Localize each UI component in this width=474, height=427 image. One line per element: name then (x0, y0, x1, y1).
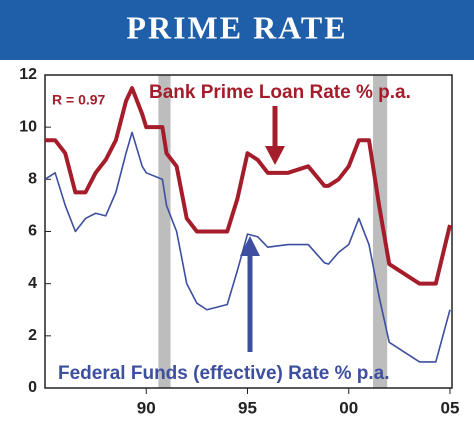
x-tick-label: 95 (238, 398, 257, 417)
recession-band (373, 75, 388, 388)
y-tick-label: 0 (28, 379, 37, 396)
y-tick-label: 8 (28, 171, 37, 188)
chart-title: PRIME RATE (126, 9, 347, 45)
series-line (45, 86, 452, 286)
y-tick-label: 4 (28, 275, 37, 292)
series-label: Federal Funds (effective) Rate % p.a. (58, 363, 390, 384)
x-tick-label: 90 (137, 398, 156, 417)
series-label: Bank Prime Loan Rate % p.a. (149, 82, 411, 103)
y-tick-label: 12 (19, 66, 37, 83)
arrow-head (265, 146, 285, 165)
x-tick-label: 05 (441, 398, 460, 417)
arrow-head (240, 236, 260, 256)
series-line (44, 131, 451, 363)
y-tick-label: 6 (28, 223, 37, 240)
annotation: R = 0.97 (52, 92, 106, 108)
recession-band (158, 75, 171, 388)
title-banner (0, 0, 474, 60)
y-tick-label: 2 (28, 327, 37, 344)
y-tick-label: 10 (19, 118, 37, 135)
x-tick-label: 00 (339, 398, 358, 417)
